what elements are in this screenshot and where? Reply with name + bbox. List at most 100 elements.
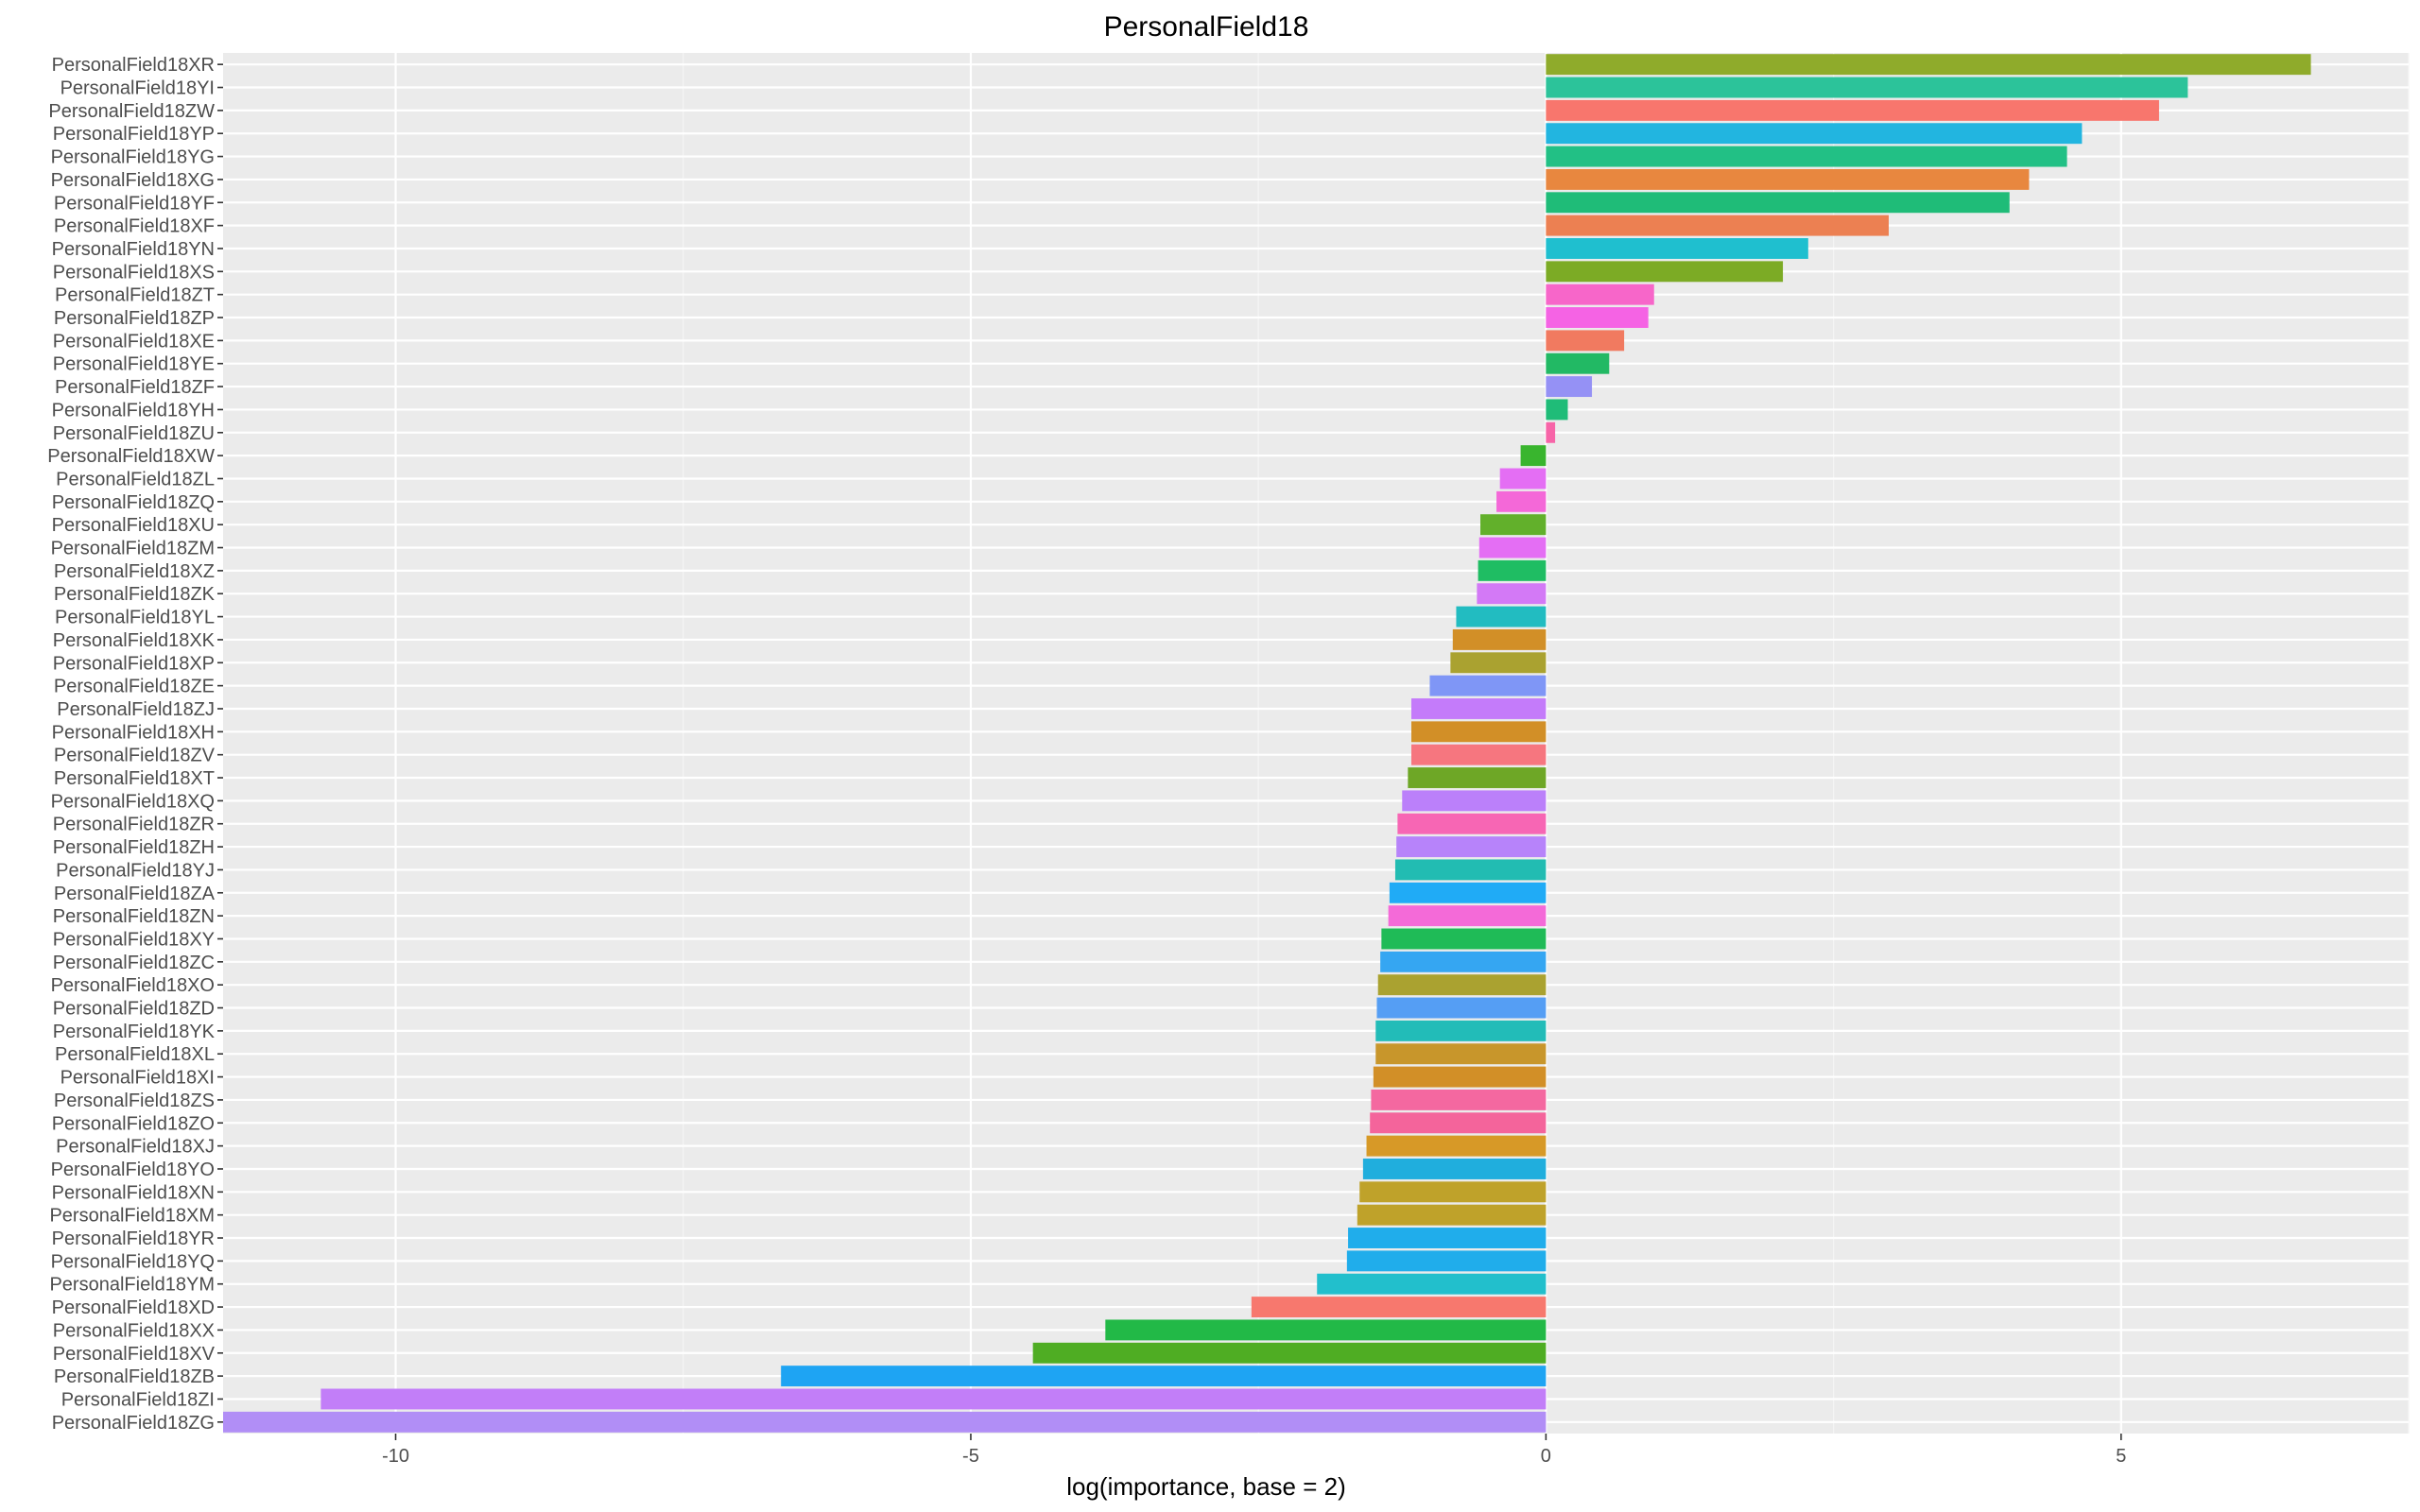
bar [1346, 1250, 1547, 1272]
bar [1389, 882, 1547, 903]
bar [1480, 514, 1547, 536]
y-tick-label: PersonalField18ZU [53, 423, 215, 444]
bar [1396, 836, 1547, 858]
bar [1408, 767, 1547, 788]
bar [1546, 284, 1654, 305]
x-tick-label: -10 [382, 1446, 409, 1467]
bar [1410, 744, 1547, 765]
bar [1546, 54, 2311, 76]
bar [1410, 721, 1547, 743]
bar [1478, 559, 1547, 581]
bar [1362, 1159, 1547, 1179]
bar [1546, 330, 1625, 352]
y-tick-label: PersonalField18XS [53, 262, 215, 283]
bar [1546, 238, 1808, 259]
y-tick-label: PersonalField18XP [53, 653, 215, 674]
y-tick-label: PersonalField18XO [51, 975, 215, 996]
bar [1032, 1342, 1547, 1364]
y-tick-label: PersonalField18YR [52, 1228, 215, 1249]
y-tick-label: PersonalField18ZM [51, 539, 215, 559]
y-tick-label: PersonalField18ZD [53, 999, 215, 1020]
bar [1376, 997, 1547, 1019]
y-axis: PersonalField18XRPersonalField18YIPerson… [47, 55, 223, 1434]
chart-title: PersonalField18 [1104, 11, 1309, 43]
bar [223, 1411, 1547, 1433]
y-tick-label: PersonalField18ZQ [52, 492, 215, 513]
y-tick-label: PersonalField18ZA [54, 884, 216, 904]
bar [1359, 1181, 1547, 1203]
y-tick-label: PersonalField18ZW [48, 101, 215, 122]
y-tick-label: PersonalField18ZH [53, 837, 215, 858]
bar [1105, 1319, 1547, 1341]
y-tick-label: PersonalField18YN [52, 239, 215, 260]
bar [1410, 698, 1547, 719]
bar [1496, 490, 1547, 512]
grid-minor [683, 53, 2410, 1434]
bar [1452, 628, 1547, 650]
bar [1251, 1297, 1547, 1318]
bar [1546, 352, 1610, 374]
y-tick-label: PersonalField18ZP [54, 308, 215, 329]
y-tick-label: PersonalField18XR [52, 55, 215, 76]
y-tick-label: PersonalField18YH [52, 400, 215, 421]
y-tick-label: PersonalField18ZV [54, 746, 216, 766]
y-tick-label: PersonalField18YI [60, 78, 215, 99]
bar [781, 1366, 1547, 1387]
y-tick-label: PersonalField18YJ [56, 860, 215, 881]
bar [1402, 790, 1547, 812]
y-tick-label: PersonalField18ZE [54, 677, 215, 697]
bar [1366, 1135, 1547, 1157]
y-tick-label: PersonalField18ZG [52, 1413, 215, 1434]
bar [1546, 261, 1784, 283]
bar [1546, 192, 2010, 214]
y-tick-label: PersonalField18XF [54, 216, 215, 237]
bar [1499, 468, 1547, 490]
y-tick-label: PersonalField18ZT [55, 285, 215, 306]
y-tick-label: PersonalField18XE [53, 331, 215, 352]
bar [320, 1388, 1547, 1410]
y-tick-label: PersonalField18XU [52, 515, 215, 536]
y-tick-label: PersonalField18ZN [53, 906, 215, 927]
bar [1546, 99, 2159, 121]
bar [1478, 537, 1547, 558]
bar [1477, 583, 1547, 605]
y-tick-label: PersonalField18XV [53, 1344, 216, 1365]
x-tick-label: 5 [2116, 1446, 2126, 1467]
bar [1375, 1043, 1547, 1065]
bar [1546, 376, 1593, 398]
y-tick-label: PersonalField18ZB [54, 1366, 215, 1387]
bar [1456, 606, 1547, 627]
bar [1546, 215, 1889, 236]
bar [1520, 445, 1547, 467]
y-tick-label: PersonalField18XD [52, 1297, 215, 1318]
bar [1546, 421, 1556, 443]
y-tick-label: PersonalField18XL [55, 1044, 215, 1065]
y-tick-label: PersonalField18ZO [52, 1113, 215, 1134]
y-tick-label: PersonalField18XQ [51, 791, 215, 812]
bars [223, 54, 2311, 1433]
y-tick-label: PersonalField18XN [52, 1182, 215, 1203]
bar [1370, 1112, 1547, 1134]
x-tick-label: -5 [962, 1446, 979, 1467]
x-tick-label: 0 [1541, 1446, 1551, 1467]
grid-major [223, 53, 2409, 1434]
bar [1317, 1273, 1547, 1295]
bar [1377, 974, 1547, 996]
y-tick-label: PersonalField18YO [51, 1160, 215, 1180]
x-axis-label: log(importance, base = 2) [1066, 1472, 1346, 1501]
x-axis: -10 -5 0 5 [382, 1434, 2126, 1467]
bar [1394, 859, 1547, 881]
y-tick-label: PersonalField18XI [60, 1068, 215, 1089]
y-tick-label: PersonalField18ZR [53, 815, 215, 835]
bar [1429, 675, 1547, 696]
y-tick-label: PersonalField18XH [52, 722, 215, 743]
y-tick-label: PersonalField18YP [53, 124, 215, 145]
bar [1546, 399, 1568, 421]
bar [1375, 1020, 1547, 1041]
plot-panel [223, 53, 2409, 1434]
y-tick-label: PersonalField18XZ [54, 561, 215, 582]
y-tick-label: PersonalField18YM [49, 1275, 215, 1296]
y-tick-label: PersonalField18YL [55, 608, 215, 628]
y-tick-label: PersonalField18YG [51, 147, 215, 168]
